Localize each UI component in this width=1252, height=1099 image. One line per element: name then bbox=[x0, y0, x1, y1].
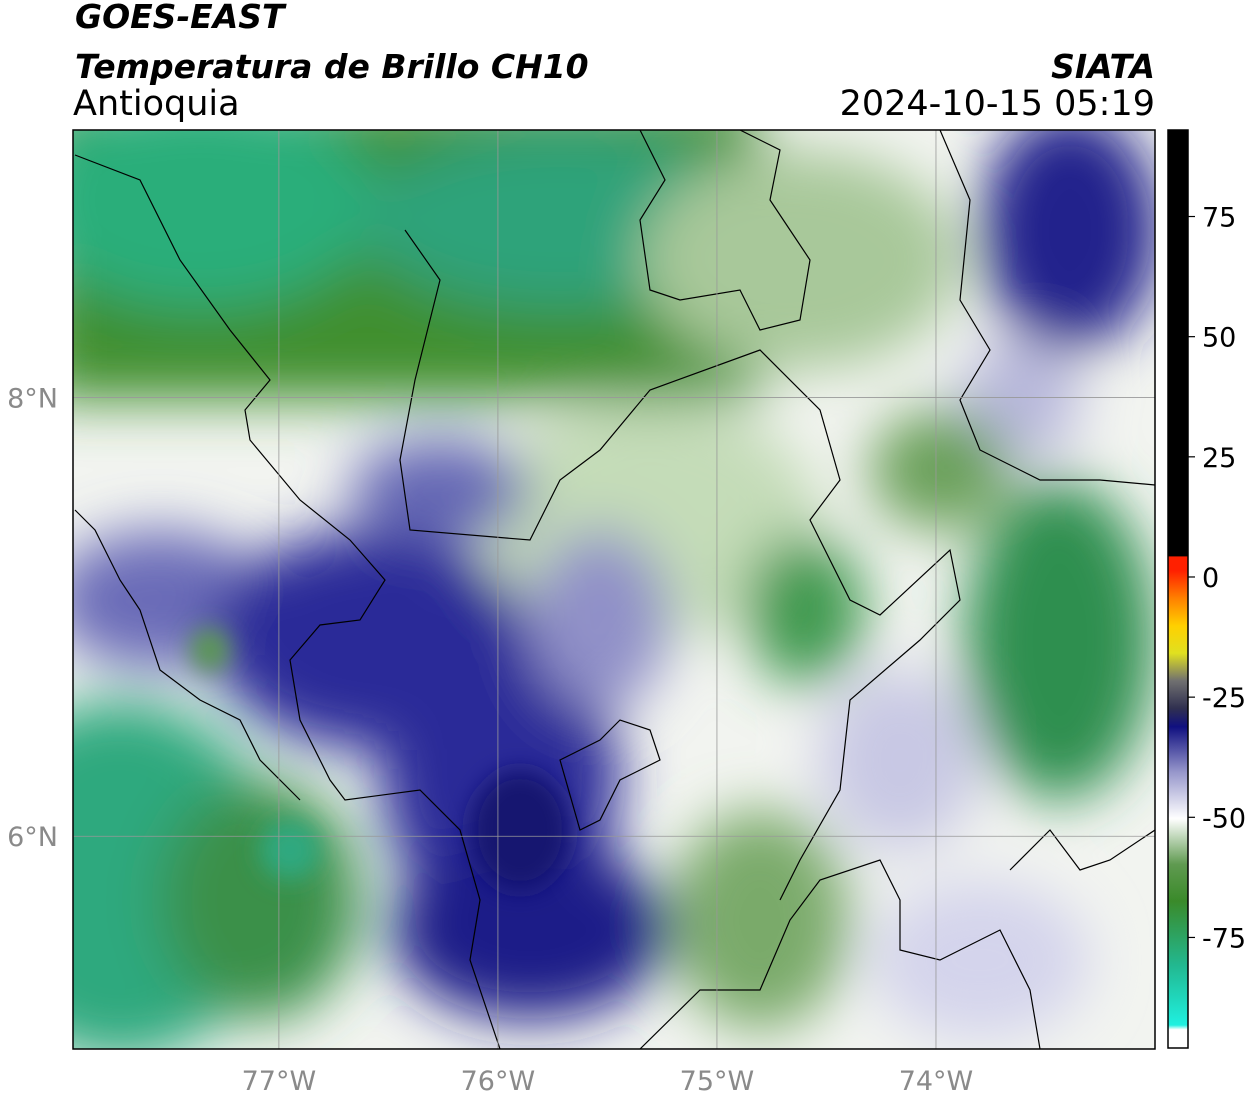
y-tick-label: 8°N bbox=[7, 384, 58, 415]
colorbar-tick-label: -75 bbox=[1202, 923, 1246, 954]
colorbar-tick-label: 0 bbox=[1202, 563, 1219, 594]
datetime: 2024-10-15 05:19 bbox=[840, 84, 1155, 124]
x-tick-label: 75°W bbox=[680, 1066, 755, 1097]
colorbar-tick-label: 25 bbox=[1202, 443, 1236, 474]
colorbar-axis: 75 50 25 0 -25 -50 -75 bbox=[1188, 203, 1246, 954]
boundaries bbox=[74, 130, 1155, 1049]
satellite-image bbox=[73, 130, 1155, 1049]
region: Antioquia bbox=[73, 84, 240, 124]
colorbar-tick-label: -25 bbox=[1202, 683, 1246, 714]
colorbar-tick-label: -50 bbox=[1202, 803, 1246, 834]
graticule: 77°W 76°W 75°W 74°W 8°N 6°N bbox=[7, 130, 1155, 1097]
colorbar bbox=[1167, 129, 1189, 1049]
x-tick-label: 76°W bbox=[461, 1066, 536, 1097]
x-tick-label: 74°W bbox=[899, 1066, 974, 1097]
y-tick-label: 6°N bbox=[7, 822, 58, 853]
subtitle: Temperatura de Brillo CH10 bbox=[75, 47, 589, 86]
source: SIATA bbox=[1051, 47, 1155, 86]
map-frame bbox=[72, 129, 1156, 1050]
x-tick-label: 77°W bbox=[242, 1066, 317, 1097]
colorbar-tick-label: 50 bbox=[1202, 323, 1236, 354]
title: GOES-EAST bbox=[75, 0, 287, 36]
colorbar-tick-label: 75 bbox=[1202, 203, 1236, 234]
